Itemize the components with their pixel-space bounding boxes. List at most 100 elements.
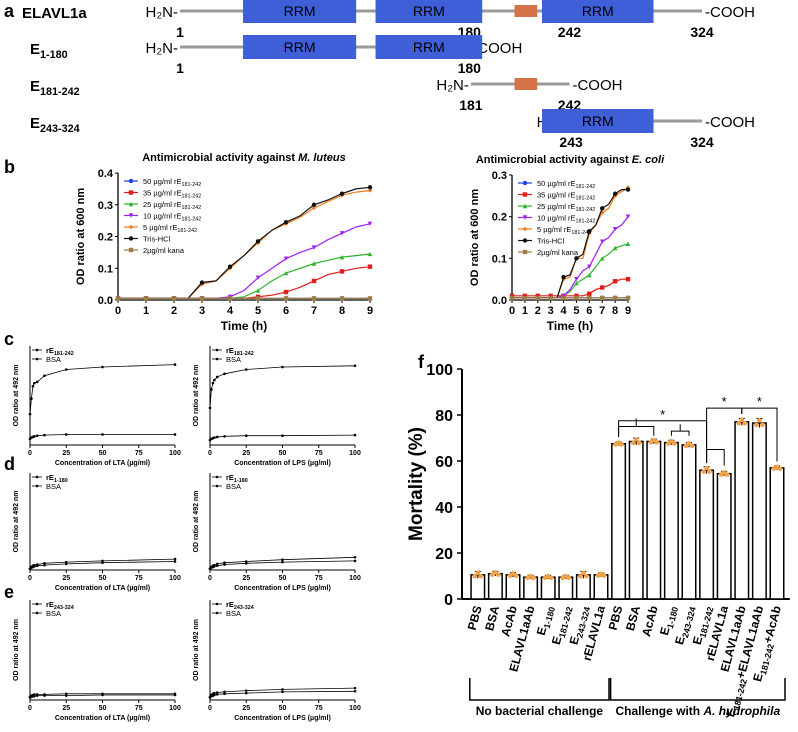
data-point: [223, 563, 226, 566]
rrm-domain-block: [243, 35, 357, 59]
rrm-domain-block: [243, 0, 357, 23]
legend-swatch-marker: [128, 213, 134, 218]
x-axis-label: Time (h): [547, 319, 593, 333]
subscript: 181-242: [182, 217, 202, 223]
replicate-point: [630, 440, 636, 446]
significance-bracket: [670, 424, 690, 436]
replicate-point: [581, 570, 586, 576]
bar: [699, 469, 715, 600]
x-axis-label: Time (h): [221, 319, 267, 333]
x-tick-label: 50: [279, 450, 287, 457]
rrm-domain-block: [375, 0, 483, 23]
y-tick-label: 60: [435, 454, 453, 471]
data-point: [33, 565, 36, 568]
legend-swatch-marker: [215, 484, 219, 488]
data-point: [353, 689, 357, 693]
data-point: [311, 202, 317, 207]
y-tick-label: 20: [435, 546, 453, 563]
rrm-domain-block: [542, 109, 654, 133]
data-point: [35, 564, 39, 568]
data-point: [612, 191, 618, 196]
legend-swatch-marker: [35, 602, 39, 606]
data-point: [625, 187, 631, 192]
data-point: [210, 388, 213, 391]
data-point: [600, 239, 605, 244]
bar: [734, 421, 750, 600]
data-point: [625, 241, 631, 246]
domain-block-label: RRM: [284, 39, 316, 55]
data-point: [281, 558, 284, 561]
group-label: Challenge with A. hydrophila: [615, 704, 780, 718]
replicate-point: [724, 472, 730, 477]
significance-marker: *: [660, 407, 665, 422]
bar: [558, 576, 574, 600]
data-point: [173, 560, 177, 563]
bar: [575, 574, 591, 600]
data-point: [33, 693, 36, 696]
replicate-point: [701, 469, 706, 474]
subscript: 243-324: [40, 123, 80, 135]
subscript: 243-324: [54, 605, 74, 611]
data-point: [522, 295, 528, 301]
legend-swatch-marker: [215, 602, 219, 606]
x-tick-label: 25: [62, 575, 70, 582]
data-point: [353, 555, 357, 559]
data-point: [281, 365, 284, 369]
domain-row-name: E181-242: [30, 78, 80, 98]
data-point: [199, 296, 205, 301]
significance-bracket: [618, 418, 655, 436]
replicate-point: [566, 575, 572, 581]
data-point: [311, 261, 317, 266]
legend-label: Tris-HCl: [537, 237, 565, 246]
significance-bracket: [741, 407, 778, 462]
y-tick-label: 0.0: [492, 295, 507, 307]
data-point: [31, 384, 35, 388]
residue-position-label: 180: [458, 60, 482, 76]
y-tick-label: 0: [444, 592, 453, 609]
y-tick-label: 0.3: [492, 170, 507, 182]
domain-block-label: RRM: [413, 3, 445, 19]
chart-c-right: 0 25 50 75 100 Concentration of LPS (µg/ml) OD…: [193, 346, 361, 467]
y-axis-label: OD ratio at 600 nm: [75, 188, 87, 285]
subscript: 181-242: [182, 205, 202, 211]
x-tick-label: 100: [349, 705, 361, 712]
data-point: [33, 694, 36, 698]
x-tick-label: 75: [315, 705, 323, 712]
x-axis-label: Concentration of LPS (µg/ml): [234, 460, 331, 467]
residue-position-label: 242: [558, 24, 582, 40]
data-point: [587, 229, 592, 234]
data-point: [255, 275, 261, 280]
y-axis-label: OD ratio at 492 nm: [193, 365, 200, 427]
hinge-region-block: [514, 78, 538, 90]
group-bracket: [469, 678, 610, 701]
residue-position-label: 324: [690, 24, 714, 40]
legend-swatch-marker: [128, 190, 134, 195]
data-point: [283, 296, 289, 301]
x-tick-label: 25: [242, 450, 250, 457]
significance-bracket: [706, 449, 725, 466]
x-axis-label: Concentration of LTA (µg/ml): [55, 460, 150, 467]
data-point: [281, 688, 284, 691]
data-point: [33, 435, 36, 438]
data-point: [35, 434, 39, 438]
data-point: [101, 693, 104, 697]
x-tick-label: 8: [612, 305, 618, 317]
bar: [505, 574, 521, 600]
x-tick-label: 50: [99, 705, 107, 712]
replicate-point: [777, 466, 783, 471]
data-point: [353, 364, 357, 368]
replicate-point: [548, 575, 554, 581]
c-terminus-label: -COOH: [705, 4, 755, 21]
data-point: [64, 368, 68, 371]
legend-swatch-marker: [522, 249, 528, 255]
legend-swatch-marker: [128, 236, 134, 241]
y-tick-label: 0.2: [492, 212, 507, 224]
data-point: [244, 689, 248, 692]
y-axis-label: OD ratio at 492 nm: [13, 619, 20, 681]
bar: [628, 440, 644, 600]
replicate-point: [739, 417, 745, 423]
chart-e-right: 0 25 50 75 100 Concentration of LPS (µg/ml) OD…: [193, 600, 361, 722]
legend-label: rE1-180: [46, 473, 68, 484]
panel-label-d: d: [4, 454, 15, 474]
